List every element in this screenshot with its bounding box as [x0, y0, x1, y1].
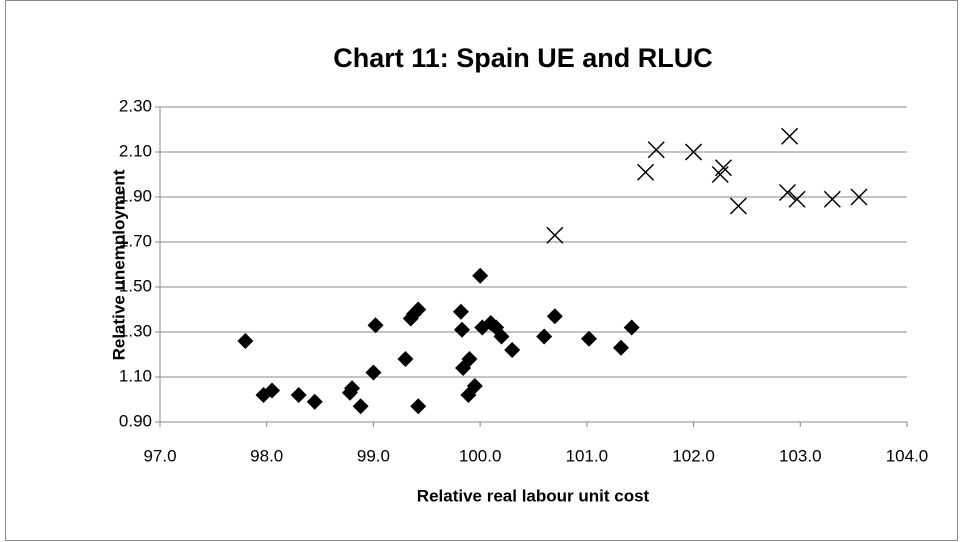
x-tick-label: 103.0	[779, 446, 822, 465]
x-axis-title: Relative real labour unit cost	[417, 486, 650, 505]
x-marker	[546, 226, 564, 244]
diamond-marker	[472, 267, 489, 284]
y-tick-label: 2.30	[119, 96, 152, 115]
y-tick-label: 1.30	[119, 321, 152, 340]
y-tick-label: 0.90	[119, 411, 152, 430]
x-marker	[788, 190, 806, 208]
diamond-marker	[623, 319, 640, 336]
y-tick-label: 1.10	[119, 366, 152, 385]
x-tick-label: 102.0	[672, 446, 715, 465]
x-marker	[850, 188, 868, 206]
diamond-marker	[452, 303, 469, 320]
diamond-marker	[546, 308, 563, 325]
diamond-marker	[264, 382, 281, 399]
diamond-marker	[237, 333, 254, 349]
y-axis-title: Relative unemployment	[109, 169, 128, 360]
x-marker	[823, 190, 841, 208]
diamond-marker	[493, 328, 510, 345]
x-tick-label: 104.0	[886, 446, 929, 465]
diamond-marker	[454, 321, 471, 338]
x-marker	[637, 163, 655, 181]
diamond-marker	[466, 378, 483, 394]
x-marker	[647, 141, 665, 159]
diamond-marker	[365, 364, 382, 381]
x-tick-label: 98.0	[250, 446, 283, 465]
x-marker	[714, 159, 732, 177]
x-tick-label: 99.0	[357, 446, 390, 465]
chart-title: Chart 11: Spain UE and RLUC	[333, 43, 713, 73]
diamond-marker	[580, 330, 597, 347]
x-tick-label: 101.0	[566, 446, 609, 465]
diamond-marker	[536, 328, 553, 345]
diamond-marker	[410, 301, 427, 318]
diamond-marker	[613, 339, 630, 356]
diamond-marker	[397, 351, 414, 367]
y-tick-label: 1.90	[119, 186, 152, 205]
diamond-marker	[504, 342, 521, 358]
y-tick-label: 2.10	[119, 141, 152, 160]
diamond-marker	[306, 393, 323, 410]
diamond-marker	[352, 398, 369, 415]
x-marker	[781, 127, 799, 145]
x-marker	[685, 143, 703, 161]
diamond-marker	[367, 317, 384, 334]
y-tick-label: 1.70	[119, 231, 152, 250]
diamond-marker	[410, 398, 427, 415]
diamond-marker	[290, 387, 307, 403]
diamond-marker	[461, 351, 478, 367]
x-marker	[778, 183, 797, 202]
x-tick-label: 100.0	[459, 446, 502, 465]
y-tick-label: 1.50	[119, 276, 152, 295]
x-tick-label: 97.0	[143, 446, 176, 465]
x-marker	[729, 197, 747, 215]
diamond-marker	[344, 380, 361, 397]
